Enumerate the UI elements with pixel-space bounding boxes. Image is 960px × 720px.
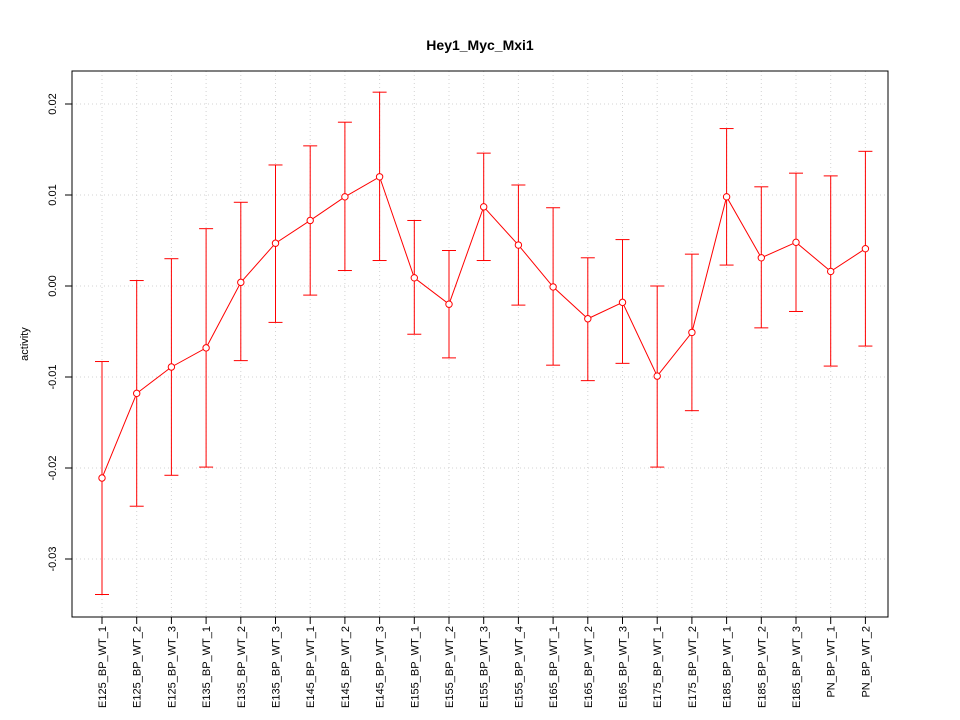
data-point xyxy=(375,173,384,181)
x-tick-label: PN_BP_WT_2 xyxy=(860,626,872,698)
y-tick-label: -0.01 xyxy=(47,364,59,389)
data-point xyxy=(792,238,800,247)
x-tick-label: E125_BP_WT_2 xyxy=(132,626,144,708)
data-point xyxy=(271,239,280,247)
x-tick-label: E175_BP_WT_2 xyxy=(687,626,699,708)
axes-layer: -0.03 -0.02 -0.01 0.00 0.01 0.02 E125_BP_WT_1 E… xyxy=(47,93,872,708)
y-tick-label: 0.00 xyxy=(47,275,59,296)
data-point xyxy=(514,241,523,249)
y-axis-label: activity xyxy=(19,327,31,361)
x-tick-label: E165_BP_WT_3 xyxy=(618,626,630,708)
data-point xyxy=(861,244,870,253)
y-tick-label: 0.02 xyxy=(47,93,59,114)
x-tick-label: E155_BP_WT_2 xyxy=(444,626,456,708)
x-tick-label: E135_BP_WT_3 xyxy=(271,626,283,708)
x-tick-label: PN_BP_WT_1 xyxy=(826,626,838,698)
data-point xyxy=(202,344,210,352)
data-point xyxy=(584,315,592,323)
data-point xyxy=(445,300,453,308)
data-point xyxy=(827,267,835,276)
data-points-layer xyxy=(98,173,870,482)
x-tick-label: E175_BP_WT_1 xyxy=(652,626,664,708)
data-point xyxy=(549,283,557,291)
x-tick-label: E185_BP_WT_2 xyxy=(756,626,768,708)
x-tick-label: E155_BP_WT_4 xyxy=(513,626,525,708)
x-tick-label: E125_BP_WT_1 xyxy=(97,626,109,708)
x-tick-label: E145_BP_WT_2 xyxy=(340,626,352,708)
x-tick-label: E185_BP_WT_1 xyxy=(722,626,734,708)
data-point xyxy=(653,372,661,380)
data-point xyxy=(98,474,106,482)
data-point xyxy=(688,328,696,337)
data-point xyxy=(480,203,488,211)
plot-frame xyxy=(71,70,889,618)
chart-title: Hey1_Myc_Mxi1 xyxy=(426,37,534,53)
data-point xyxy=(133,389,141,398)
y-tick-label: -0.02 xyxy=(47,455,59,480)
x-tick-label: E145_BP_WT_3 xyxy=(375,626,387,708)
data-point xyxy=(410,274,418,282)
x-tick-label: E135_BP_WT_1 xyxy=(201,626,213,708)
x-tick-label: E155_BP_WT_3 xyxy=(479,626,491,708)
x-tick-label: E185_BP_WT_3 xyxy=(791,626,803,708)
data-point xyxy=(341,193,349,201)
y-tick-label: -0.03 xyxy=(47,546,59,571)
data-point xyxy=(306,216,314,225)
error-bars-layer xyxy=(95,91,873,595)
x-tick-label: E165_BP_WT_2 xyxy=(583,626,595,708)
data-point xyxy=(237,278,245,287)
x-tick-label: E125_BP_WT_3 xyxy=(166,626,178,708)
x-tick-label: E165_BP_WT_1 xyxy=(548,626,560,708)
data-point xyxy=(167,363,176,371)
data-point xyxy=(618,298,627,307)
x-tick-label: E145_BP_WT_1 xyxy=(305,626,317,708)
x-tick-label: E155_BP_WT_1 xyxy=(409,626,421,708)
data-point xyxy=(722,193,731,201)
x-tick-label: E135_BP_WT_2 xyxy=(236,626,248,708)
y-tick-label: 0.01 xyxy=(47,184,59,205)
data-point xyxy=(757,254,765,262)
